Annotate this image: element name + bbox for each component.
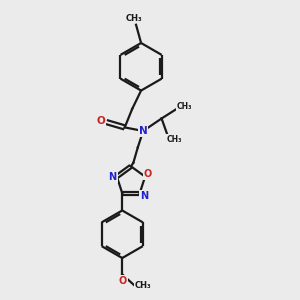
Text: CH₃: CH₃: [135, 281, 152, 290]
Text: CH₃: CH₃: [177, 102, 192, 111]
Text: O: O: [97, 116, 105, 126]
Text: N: N: [139, 126, 148, 136]
Text: N: N: [140, 190, 148, 201]
Text: CH₃: CH₃: [126, 14, 142, 23]
Text: O: O: [119, 276, 127, 286]
Text: O: O: [144, 169, 152, 179]
Text: CH₃: CH₃: [167, 135, 182, 144]
Text: N: N: [109, 172, 117, 182]
